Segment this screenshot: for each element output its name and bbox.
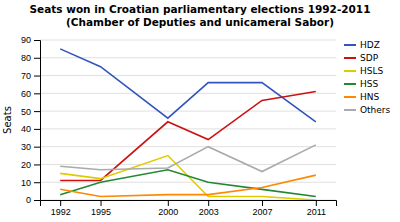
y-tick-mark (34, 182, 40, 183)
y-tick-mark (34, 147, 40, 148)
y-tick-label: 30 (21, 142, 31, 152)
y-tick: 50 (21, 106, 40, 116)
y-tick: 10 (21, 178, 40, 188)
x-tick-mark (101, 200, 102, 206)
y-tick: 90 (21, 35, 40, 45)
x-tick-label: 2011 (307, 207, 326, 217)
chart-container: Seats won in Croatian parliamentary elec… (0, 0, 400, 222)
chart: Seats won in Croatian parliamentary elec… (0, 0, 400, 222)
x-tick: 2003 (199, 200, 219, 217)
y-tick-label: 20 (21, 160, 31, 170)
x-tick: 2007 (252, 200, 272, 217)
legend: HDZ SDP HSLS HSS HNS Others (344, 40, 391, 115)
y-tick-label: 70 (21, 71, 31, 81)
y-tick-label: 40 (21, 124, 31, 134)
legend-item: HSS (344, 79, 378, 89)
x-tick-mark (316, 200, 317, 206)
y-tick-mark (34, 111, 40, 112)
x-tick-mark (262, 200, 263, 206)
legend-item: HDZ (344, 40, 380, 50)
legend-label: HSLS (360, 66, 383, 76)
series-line (60, 156, 316, 200)
y-axis-title: Seats (2, 106, 13, 134)
y-tick: 80 (21, 53, 40, 63)
y-tick-mark (34, 40, 40, 41)
x-tick-label: 2003 (199, 207, 219, 217)
y-tick-label: 0 (26, 195, 31, 205)
x-tick-label: 1992 (51, 207, 71, 217)
x-tick-label: 2000 (158, 207, 178, 217)
y-tick: 0 (26, 195, 40, 205)
title-line: Seats won in Croatian parliamentary elec… (30, 3, 371, 15)
y-tick-mark (34, 76, 40, 77)
series-line (60, 92, 316, 181)
grid (40, 40, 336, 200)
y-tick-label: 10 (21, 178, 31, 188)
y-tick: 70 (21, 71, 40, 81)
y-tick-label: 50 (21, 106, 31, 116)
grid-line (40, 75, 336, 76)
series-line (60, 170, 316, 197)
legend-swatch (344, 70, 356, 72)
plot-area (60, 49, 316, 200)
grid-line (40, 182, 336, 183)
legend-swatch (344, 109, 356, 111)
legend-item: SDP (344, 53, 379, 63)
legend-item: Others (344, 105, 391, 115)
x-tick: 2000 (158, 200, 178, 217)
series-line (60, 145, 316, 172)
grid-line (40, 164, 336, 165)
y-tick-mark (34, 58, 40, 59)
legend-label: HSS (360, 79, 378, 89)
series-line (60, 49, 316, 122)
y-axis: 0 10 20 30 40 50 60 70 80 90 (21, 35, 41, 205)
title-line: (Chamber of Deputies and unicameral Sabo… (66, 16, 334, 28)
legend-label: HNS (360, 92, 380, 102)
series-line (60, 175, 316, 196)
x-tick-label: 2007 (252, 207, 272, 217)
legend-swatch (344, 44, 356, 46)
title: Seats won in Croatian parliamentary elec… (30, 3, 371, 28)
grid-line (40, 93, 336, 94)
legend-label: SDP (360, 53, 379, 63)
grid-line (40, 111, 336, 112)
x-axis-line (41, 201, 337, 207)
y-tick-label: 60 (21, 89, 31, 99)
y-tick: 60 (21, 89, 40, 99)
grid-line (40, 57, 336, 58)
x-tick: 1995 (91, 200, 111, 217)
legend-label: HDZ (360, 40, 380, 50)
y-tick: 20 (21, 160, 40, 170)
legend-swatch (344, 96, 356, 98)
grid-line (40, 128, 336, 129)
legend-swatch (344, 83, 356, 85)
x-tick-mark (60, 200, 61, 206)
x-tick: 1992 (51, 200, 71, 217)
y-axis-line (34, 41, 41, 201)
grid-line (40, 40, 336, 41)
y-tick-label: 80 (21, 53, 31, 63)
grid-line (40, 146, 336, 147)
legend-swatch (344, 57, 356, 59)
y-tick-mark (34, 164, 40, 165)
y-tick-mark (34, 200, 40, 201)
legend-item: HSLS (344, 66, 383, 76)
x-tick: 2011 (307, 200, 326, 217)
x-axis: 1992 1995 2000 2003 2007 2011 (41, 200, 337, 217)
legend-item: HNS (344, 92, 380, 102)
x-tick-label: 1995 (91, 207, 111, 217)
x-tick-mark (168, 200, 169, 206)
y-tick: 30 (21, 142, 40, 152)
y-tick: 40 (21, 124, 40, 134)
y-tick-mark (34, 129, 40, 130)
y-tick-mark (34, 93, 40, 94)
legend-label: Others (360, 105, 391, 115)
x-tick-mark (208, 200, 209, 206)
y-tick-label: 90 (21, 35, 31, 45)
